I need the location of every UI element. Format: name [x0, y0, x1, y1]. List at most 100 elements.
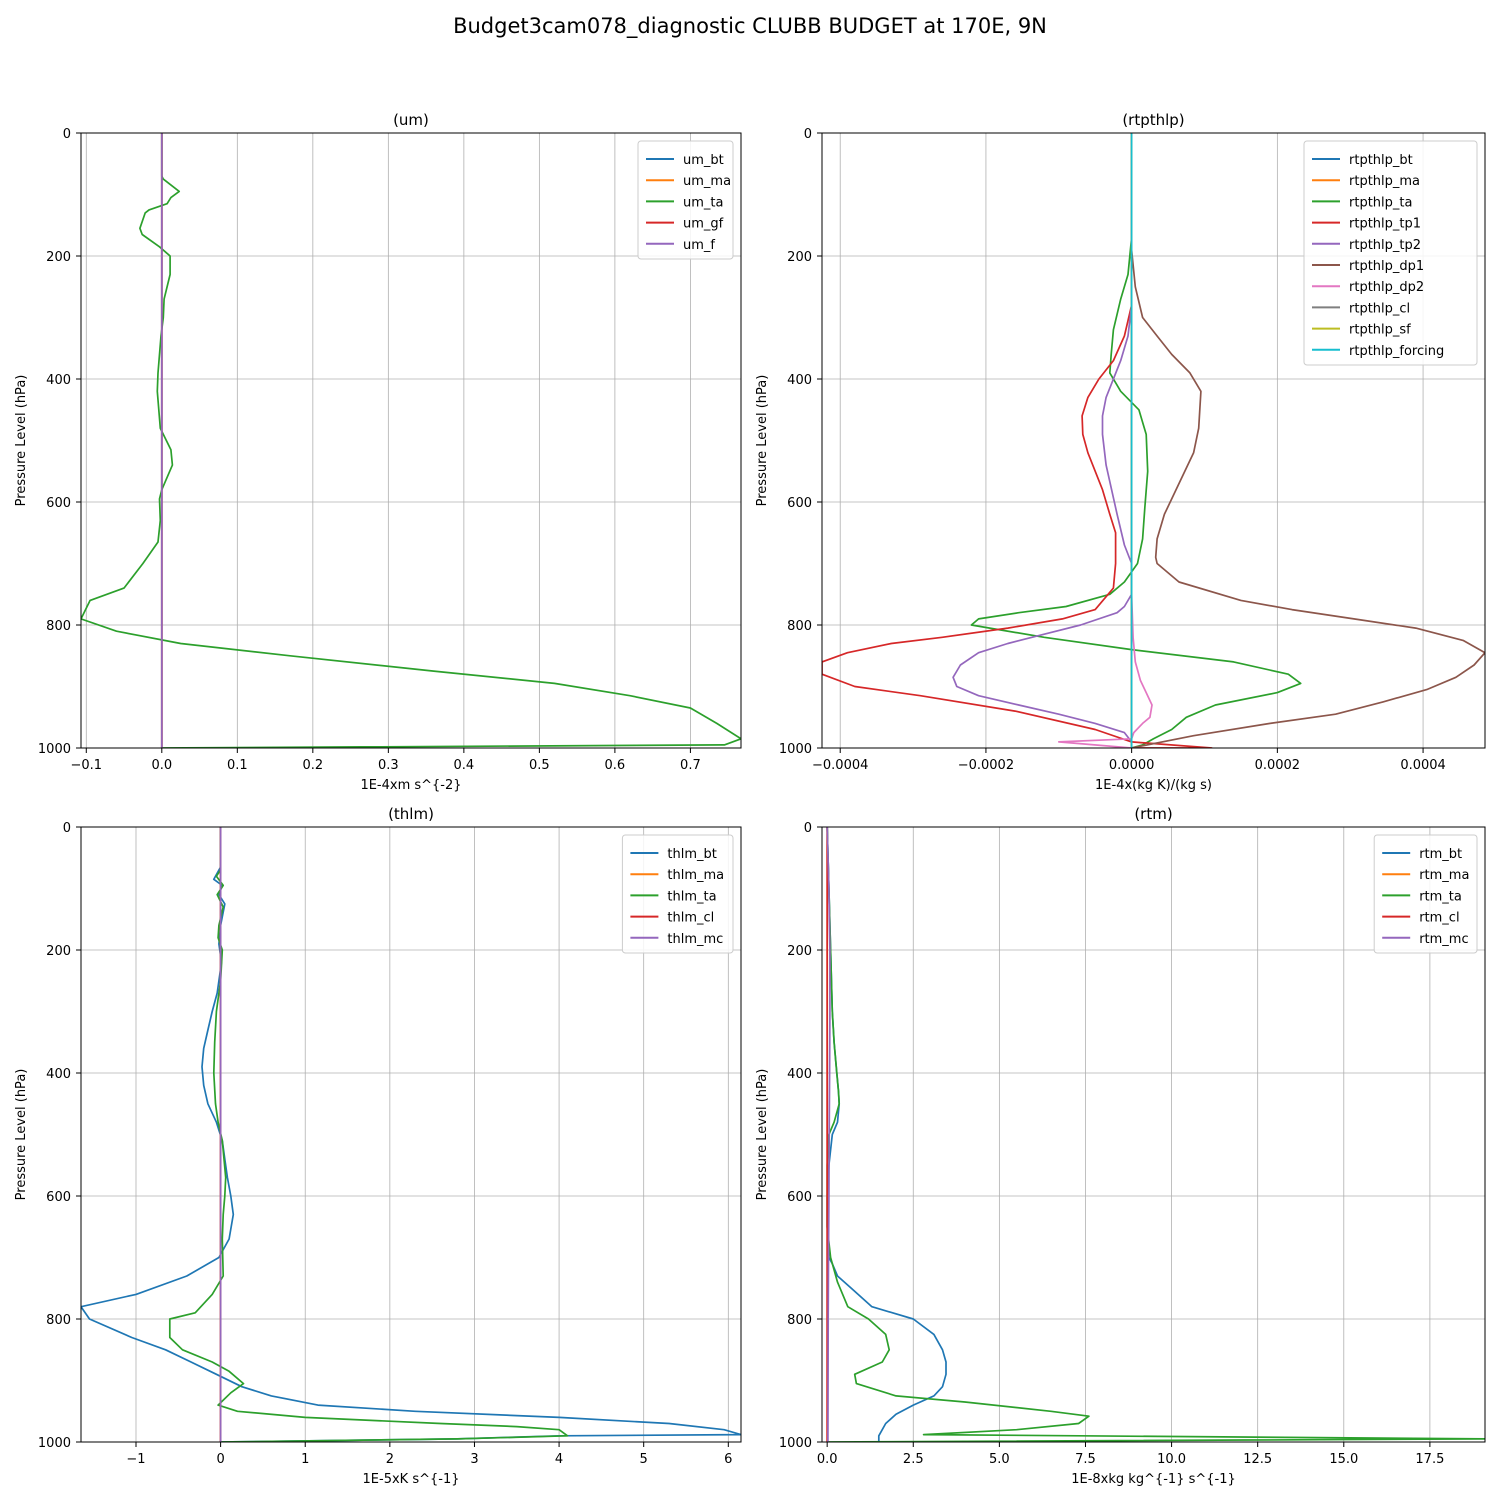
x-tick-label: 0.1	[227, 758, 248, 773]
series-line-rtpthlp_tp1	[822, 133, 1213, 748]
legend-label-um_f: um_f	[683, 238, 715, 253]
x-tick-label: 0.7	[680, 758, 701, 773]
series-group	[81, 827, 741, 1442]
series-line-rtm_bt	[826, 827, 947, 1442]
y-tick-label: 1000	[38, 742, 71, 757]
x-tick-label: 0.0	[817, 1452, 838, 1467]
axes-frame	[821, 826, 1486, 1443]
legend-label-rtm_ta: rtm_ta	[1419, 889, 1462, 904]
x-tick-label: 0.0000	[1109, 758, 1155, 773]
y-tick-label: 600	[787, 1190, 812, 1205]
axes-frame	[821, 132, 1486, 749]
legend: um_bt um_ma um_ta um_gf um_f	[637, 140, 734, 260]
y-tick-label: 200	[787, 944, 812, 959]
legend-label-rtm_cl: rtm_cl	[1419, 911, 1459, 926]
x-tick-label: 0.0002	[1255, 758, 1301, 773]
x-tick-label: 4	[555, 1452, 563, 1467]
legend-label-thlm_bt: thlm_bt	[667, 847, 716, 862]
chart-title: (rtpthlp)	[1122, 111, 1184, 129]
axes-frame	[80, 826, 742, 1443]
x-tick-label: −0.0002	[958, 758, 1014, 773]
y-tick-label: 400	[46, 1067, 71, 1082]
legend-label-rtpthlp_ma: rtpthlp_ma	[1349, 174, 1420, 189]
series-line-um_ta	[81, 133, 741, 748]
series-line-thlm_ta	[168, 827, 569, 1442]
chart-panel-3: 0.0 2.5 5.0 7.5 10.0 12.5 15.0 17.5 0 200 400 600 80…	[755, 805, 1486, 1487]
y-tick-label: 200	[787, 250, 812, 265]
y-tick-label: 600	[787, 496, 812, 511]
series-group	[822, 133, 1485, 748]
legend-label-um_bt: um_bt	[683, 153, 724, 168]
legend-label-thlm_cl: thlm_cl	[667, 911, 714, 926]
chart-title: (rtm)	[1134, 805, 1172, 823]
x-tick-label: 0.0	[151, 758, 172, 773]
chart-panel-0: −0.1 0.0 0.1 0.2 0.3 0.4 0.5 0.6 0.7 0 200 400 600 80…	[14, 111, 742, 793]
y-axis-label: Pressure Level (hPa)	[755, 1069, 770, 1201]
legend-label-um_ma: um_ma	[683, 174, 731, 189]
y-tick-label: 400	[787, 1067, 812, 1082]
x-axis-label: 1E-5xK s^{-1}	[363, 1472, 460, 1487]
y-axis-label: Pressure Level (hPa)	[755, 375, 770, 507]
x-tick-label: 0.4	[454, 758, 475, 773]
series-line-rtm_mc	[826, 827, 831, 1442]
y-tick-label: 1000	[38, 1436, 71, 1451]
y-tick-label: 1000	[779, 742, 812, 757]
legend-label-rtpthlp_tp1: rtpthlp_tp1	[1349, 217, 1421, 232]
x-tick-label: 2.5	[903, 1452, 924, 1467]
legend-label-rtm_mc: rtm_mc	[1419, 932, 1468, 947]
figure-title: Budget3cam078_diagnostic CLUBB BUDGET at…	[453, 14, 1047, 38]
x-tick-label: −0.0004	[812, 758, 868, 773]
y-tick-label: 200	[46, 944, 71, 959]
legend-label-rtpthlp_ta: rtpthlp_ta	[1349, 195, 1412, 210]
x-tick-label: 5	[640, 1452, 648, 1467]
series-line-rtm_ta	[826, 827, 1485, 1442]
legend: rtpthlp_bt rtpthlp_ma rtpthlp_ta rtpthlp_tp…	[1303, 140, 1478, 366]
legend-box	[637, 140, 734, 260]
chart-title: (um)	[393, 111, 429, 129]
x-tick-label: −1	[126, 1452, 145, 1467]
x-tick-label: 12.5	[1243, 1452, 1272, 1467]
series-line-rtpthlp_tp2	[952, 133, 1133, 748]
chart-panel-2: −1 0 1 2 3 4 5 6 0 200 400 600 800 1000 (thlm) 1E-5xK s…	[14, 805, 742, 1487]
series-line-rtpthlp_dp1	[1130, 133, 1485, 748]
legend-label-rtpthlp_tp2: rtpthlp_tp2	[1349, 238, 1421, 253]
legend-label-thlm_ma: thlm_ma	[667, 868, 724, 883]
legend-label-rtpthlp_dp1: rtpthlp_dp1	[1349, 259, 1424, 274]
x-tick-label: 0.6	[605, 758, 626, 773]
y-tick-label: 600	[46, 1190, 71, 1205]
y-tick-label: 0	[804, 821, 812, 836]
y-tick-label: 800	[46, 1313, 71, 1328]
x-tick-label: 17.5	[1415, 1452, 1444, 1467]
legend-label-rtm_ma: rtm_ma	[1419, 868, 1469, 883]
legend: rtm_bt rtm_ma rtm_ta rtm_cl rtm_mc	[1373, 834, 1478, 954]
y-axis-label: Pressure Level (hPa)	[14, 375, 29, 507]
series-line-rtpthlp_dp2	[1057, 133, 1153, 748]
legend-label-thlm_ta: thlm_ta	[667, 889, 716, 904]
x-tick-label: 1	[301, 1452, 309, 1467]
y-tick-label: 0	[63, 821, 71, 836]
x-tick-label: 3	[470, 1452, 478, 1467]
y-tick-label: 800	[46, 619, 71, 634]
y-tick-label: 0	[63, 127, 71, 142]
axes-frame	[80, 132, 742, 749]
chart-title: (thlm)	[388, 805, 434, 823]
x-tick-label: 0.2	[302, 758, 323, 773]
x-tick-label: 10.0	[1157, 1452, 1186, 1467]
legend-label-um_ta: um_ta	[683, 195, 723, 210]
legend-box	[1373, 834, 1478, 954]
y-tick-label: 800	[787, 1313, 812, 1328]
chart-panel-1: −0.0004 −0.0002 0.0000 0.0002 0.0004 0 200 400 6…	[755, 111, 1486, 793]
x-tick-label: 5.0	[989, 1452, 1010, 1467]
legend-label-rtpthlp_dp2: rtpthlp_dp2	[1349, 280, 1424, 295]
legend-label-rtpthlp_bt: rtpthlp_bt	[1349, 153, 1413, 168]
x-tick-label: 0	[216, 1452, 224, 1467]
y-tick-label: 400	[787, 373, 812, 388]
x-tick-label: −0.1	[70, 758, 102, 773]
legend-box	[621, 834, 734, 954]
legend-label-thlm_mc: thlm_mc	[667, 932, 723, 947]
x-tick-label: 15.0	[1329, 1452, 1358, 1467]
legend-label-rtpthlp_sf: rtpthlp_sf	[1349, 323, 1411, 338]
x-tick-label: 6	[724, 1452, 732, 1467]
x-tick-label: 7.5	[1075, 1452, 1096, 1467]
